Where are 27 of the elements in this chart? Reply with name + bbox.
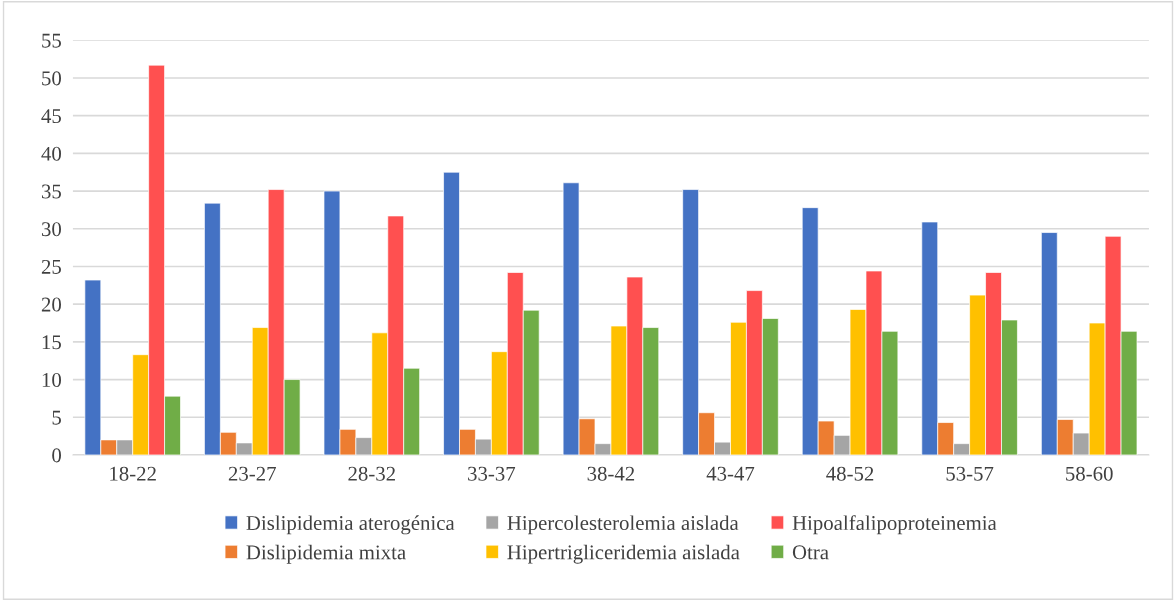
y-tick-label: 55 bbox=[42, 33, 61, 48]
x-tick-label: 28-32 bbox=[348, 466, 395, 481]
legend-label: Hipercolesterolemia aislada bbox=[507, 515, 739, 535]
y-tick-label: 45 bbox=[41, 109, 61, 124]
legend-label: Dislipidemia aterogénica bbox=[246, 515, 455, 535]
y-tick-label: 10 bbox=[42, 372, 62, 387]
x-tick-label: 38-42 bbox=[587, 466, 635, 481]
y-tick-label: 25 bbox=[41, 259, 61, 274]
y-tick-label: 35 bbox=[41, 184, 61, 199]
legend-label: Otra bbox=[792, 545, 829, 560]
y-tick-label: 40 bbox=[41, 146, 62, 161]
x-tick-label: 43-47 bbox=[706, 466, 755, 481]
x-tick-label: 18-22 bbox=[110, 466, 156, 481]
x-tick-label: 53-57 bbox=[946, 466, 994, 481]
legend-label: Dislipidemia mixta bbox=[246, 544, 406, 564]
y-tick-label: 30 bbox=[41, 222, 62, 237]
y-tick-label: 20 bbox=[41, 297, 62, 312]
y-tick-label: 0 bbox=[52, 448, 62, 463]
legend-label: Hipoalfalipoproteinemia bbox=[792, 515, 997, 535]
legend-label: Hipertrigliceridemia aislada bbox=[507, 544, 740, 564]
x-tick-label: 48-52 bbox=[826, 466, 874, 481]
y-tick-label: 15 bbox=[42, 335, 61, 350]
x-tick-label: 33-37 bbox=[468, 466, 516, 481]
x-tick-label: 58-60 bbox=[1066, 466, 1113, 481]
x-tick-label: 23-27 bbox=[228, 466, 276, 481]
y-tick-label: 50 bbox=[42, 71, 62, 86]
y-tick-label: 5 bbox=[52, 410, 61, 425]
